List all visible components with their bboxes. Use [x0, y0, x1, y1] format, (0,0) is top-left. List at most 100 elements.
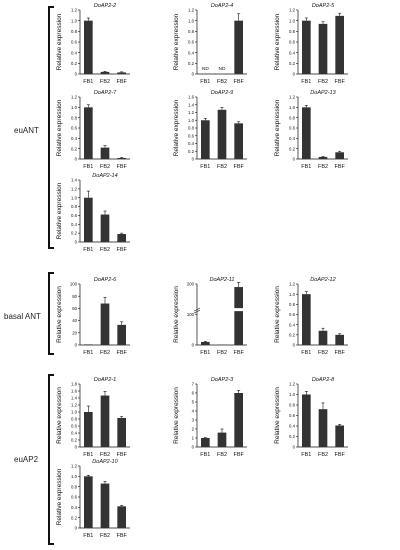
x-tick-label: FB1 [301, 452, 311, 458]
chart-title: DoAP2-5 [312, 3, 335, 9]
x-tick-label: FB1 [83, 247, 93, 253]
y-tick-label: 1.8 [71, 382, 78, 387]
x-tick-label: FB1 [301, 79, 311, 85]
y-tick-label: 80 [72, 294, 77, 299]
y-tick-label: 1.0 [71, 474, 78, 479]
y-tick-label: 0.6 [289, 40, 296, 45]
y-tick-label: 0 [75, 157, 78, 162]
y-tick-label: 1.0 [188, 118, 195, 123]
y-tick-label: 0 [293, 343, 296, 348]
y-tick-label: 1.2 [71, 8, 78, 13]
group-bracket-euap2 [48, 374, 50, 544]
y-axis-label: Relative expression [173, 99, 180, 156]
group-label-basal-ant: basal ANT [4, 312, 41, 321]
chart-title: DoAP2-13 [310, 90, 336, 96]
x-tick-label: FB2 [217, 452, 227, 458]
x-tick-label: FB2 [100, 533, 110, 539]
y-tick-label: 1.0 [71, 105, 78, 110]
y-tick-label: 40 [72, 318, 77, 323]
y-tick-label: 0.2 [289, 434, 296, 439]
y-tick-label: 0.8 [71, 115, 78, 120]
bar-fbf [234, 123, 243, 159]
x-tick-label: FB1 [83, 452, 93, 458]
x-tick-label: FB2 [100, 350, 110, 356]
y-tick-label: 0.4 [289, 424, 296, 429]
chart-panel-0: DoAP2-2 Relative expression 0 0.2 0.4 0.6 0.8 1… [56, 3, 130, 85]
x-tick-label: FB2 [318, 79, 328, 85]
x-tick-label: FBF [233, 350, 244, 356]
y-tick-label: 20 [72, 330, 77, 335]
y-axis-label: Relative expression [173, 387, 180, 444]
bar-fbf [117, 417, 126, 447]
x-tick-label: FB1 [200, 164, 210, 170]
chart-title: DoAP2-12 [310, 277, 335, 283]
bar-fb1 [302, 107, 311, 159]
axis-break-mark [193, 307, 201, 312]
y-tick-label: 1.2 [289, 382, 296, 387]
x-tick-label: FB2 [100, 79, 110, 85]
group-bracket-basal-ant-bottom [48, 353, 54, 355]
group-bracket-euap2-top [48, 374, 54, 376]
bar-fbf [117, 72, 126, 74]
bar-fbf [335, 334, 344, 345]
bar-fb2 [100, 303, 110, 345]
chart-title: DoAP2-4 [211, 3, 233, 9]
y-tick-label: 0.2 [71, 146, 78, 151]
x-tick-label: FB1 [83, 533, 93, 539]
bar-fb1 [201, 120, 210, 159]
y-tick-label: 0.6 [188, 133, 195, 138]
y-tick-label: 0.2 [71, 231, 78, 236]
chart-title: DoAP2-2 [94, 3, 116, 9]
bar-fbf [117, 324, 126, 345]
y-axis-label: Relative expression [274, 387, 281, 444]
chart-panel-4: DoAP2-9 Relative expression 0 0.2 0.4 0.6 0.8 1… [173, 90, 247, 170]
bar-fb2 [318, 409, 328, 447]
bar-fbf [234, 393, 243, 447]
y-tick-label: 0.4 [71, 136, 78, 141]
x-tick-label: FB2 [100, 164, 110, 170]
x-tick-label: FB1 [200, 79, 210, 85]
y-tick-label: 1.0 [289, 105, 296, 110]
y-tick-label: 0.2 [289, 332, 296, 337]
chart-panel-13: DoAP2-10 Relative expression 0 0.2 0.4 0.6 0.8… [56, 459, 130, 539]
y-axis-label: Relative expression [274, 99, 281, 156]
y-tick-label: 1.4 [71, 178, 78, 183]
x-tick-label: FBF [233, 79, 244, 85]
group-bracket-basal-ant-top [48, 272, 54, 274]
y-tick-label: 60 [72, 306, 77, 311]
x-tick-label: FBF [116, 164, 127, 170]
y-tick-label: 0.6 [289, 312, 296, 317]
y-tick-label: 0.4 [71, 431, 78, 436]
y-tick-label: 0 [75, 343, 78, 348]
bar-fb1 [201, 438, 210, 447]
chart-title: DoAP2-3 [211, 377, 234, 383]
x-tick-label: FB2 [318, 350, 328, 356]
y-tick-label: 1.0 [188, 18, 195, 23]
chart-panel-6: DoAP2-14 Relative expression 0 0.2 0.4 0.6 0.8… [56, 173, 130, 253]
chart-panel-3: DoAP2-7 Relative expression 0 0.2 0.4 0.6 0.8 1… [56, 90, 130, 170]
bar-fb1 [302, 20, 311, 75]
chart-panel-11: DoAP2-3 Relative expression 0 1 2 3 4 5 6 7 FB1 FB2… [173, 377, 247, 458]
x-tick-label: FBF [334, 164, 345, 170]
y-tick-label: 0.2 [71, 515, 78, 520]
x-tick-label: FBF [116, 79, 127, 85]
chart-panel-12: DoAP2-8 Relative expression 0 0.2 0.4 0.6 0.8 1… [274, 377, 348, 458]
y-tick-label: 1.2 [71, 464, 78, 469]
y-tick-label: 0.8 [188, 126, 195, 131]
chart-panel-1: DoAP2-4 Relative expression 0 0.2 0.4 0.6 0.8 1… [173, 3, 247, 85]
y-tick-label: 0.2 [289, 61, 296, 66]
x-tick-label: FB2 [217, 350, 227, 356]
y-tick-label: 0 [75, 526, 78, 531]
bar-fb1 [84, 20, 93, 75]
group-bracket-euant-top [48, 6, 54, 8]
y-tick-label: 0.2 [188, 149, 195, 154]
y-tick-label: 1.6 [71, 389, 78, 394]
y-tick-label: 1.0 [289, 292, 296, 297]
y-tick-label: 0 [192, 72, 195, 77]
y-tick-label: 1.4 [71, 396, 78, 401]
bar-fb1 [84, 476, 93, 528]
bar-fb2 [100, 71, 110, 74]
y-tick-label: 100 [70, 282, 78, 287]
group-label-euap2: euAP2 [14, 455, 39, 464]
y-tick-label: 0.8 [71, 204, 78, 209]
